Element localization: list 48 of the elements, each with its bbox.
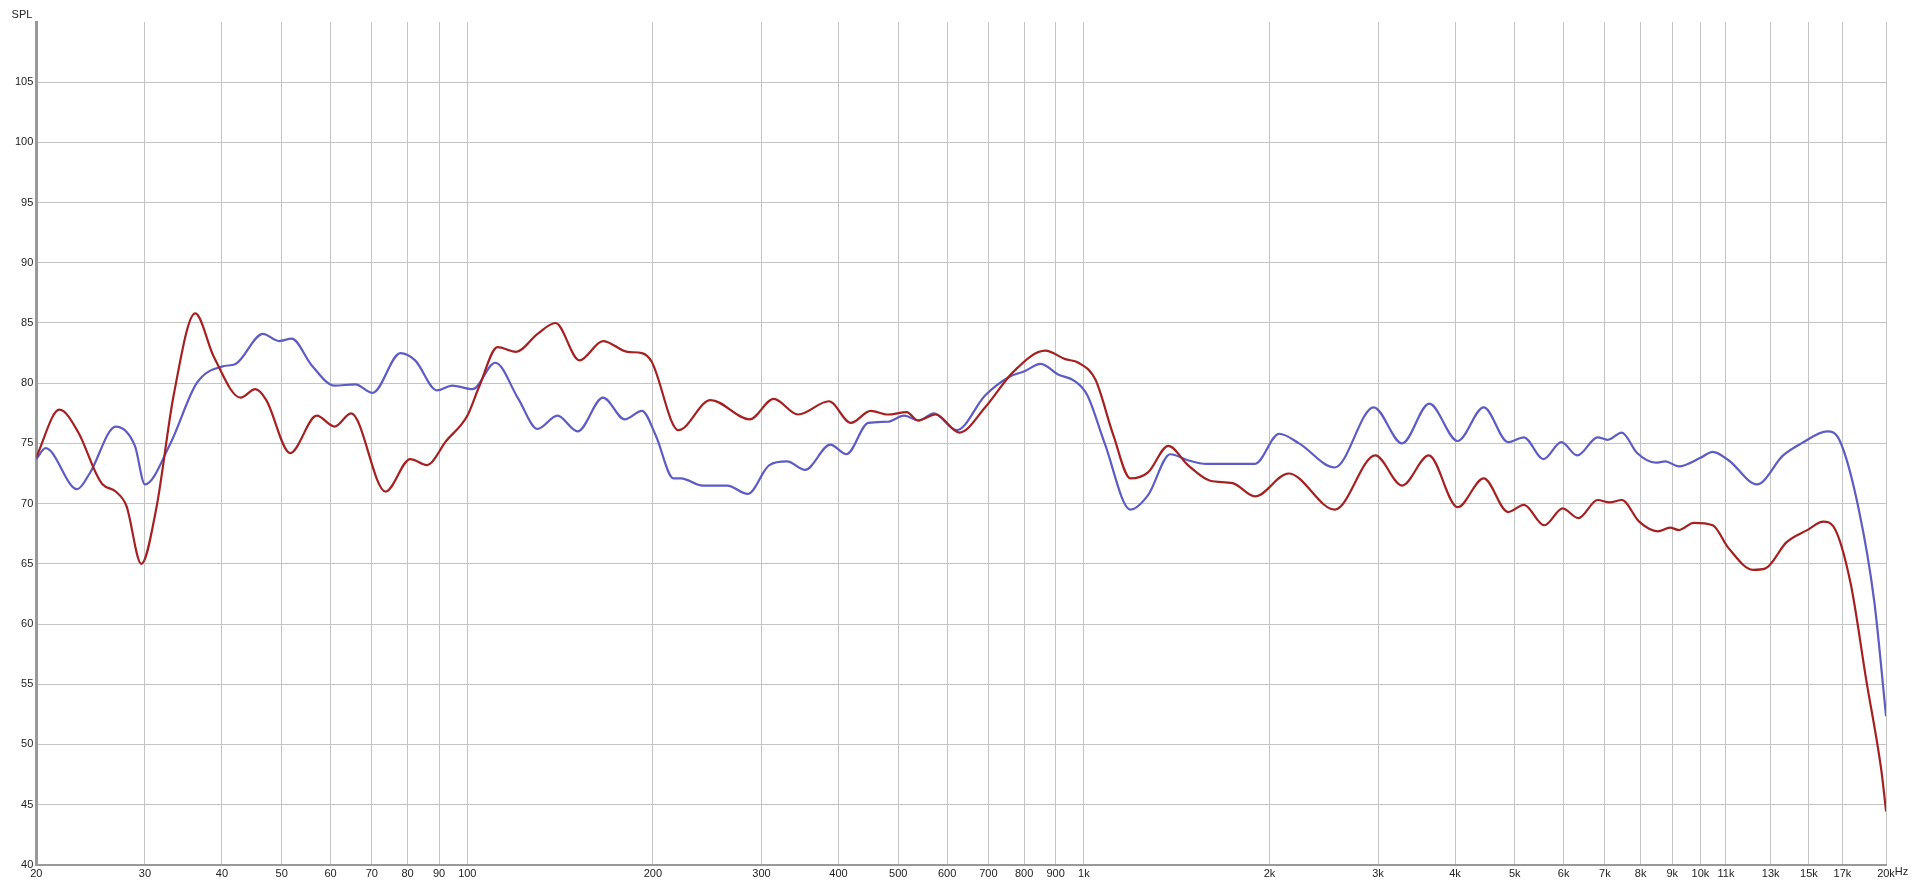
x-tick-label: 1k <box>1078 867 1091 880</box>
y-tick-label: 45 <box>21 797 34 810</box>
x-tick-label: 700 <box>979 867 998 880</box>
x-tick-label: 7k <box>1599 867 1612 880</box>
x-tick-label: 5k <box>1508 867 1522 880</box>
x-tick-label: 20 <box>30 867 43 880</box>
y-tick-label: 100 <box>14 135 34 148</box>
x-tick-label: 3k <box>1372 867 1385 880</box>
x-tick-label: 17k <box>1833 867 1852 880</box>
x-tick-label: 10k <box>1691 867 1710 880</box>
x-tick-label: 50 <box>275 867 288 880</box>
y-axis-title: SPL <box>11 7 33 20</box>
x-tick-label: 20k <box>1877 867 1896 880</box>
x-tick-label: 200 <box>643 867 663 880</box>
x-tick-label: 90 <box>432 867 446 880</box>
x-tick-label: 600 <box>937 867 957 880</box>
x-tick-label: 6k <box>1557 867 1570 880</box>
y-tick-label: 60 <box>21 617 34 630</box>
y-tick-label: 70 <box>21 496 34 509</box>
x-tick-label: 8k <box>1634 867 1647 880</box>
y-tick-label: 75 <box>21 436 34 449</box>
x-tick-label: 300 <box>752 867 771 880</box>
x-tick-label: 70 <box>365 867 378 880</box>
x-tick-label: 800 <box>1014 867 1034 880</box>
x-tick-label: 15k <box>1800 867 1819 880</box>
y-tick-label: 105 <box>14 75 34 88</box>
y-tick-label: 55 <box>21 677 34 690</box>
x-tick-label: 100 <box>458 867 477 880</box>
y-tick-label: 80 <box>21 376 34 389</box>
x-tick-label: 900 <box>1046 867 1065 880</box>
x-tick-label: 9k <box>1666 867 1679 880</box>
y-tick-label: 95 <box>21 195 34 208</box>
x-tick-label: 2k <box>1263 867 1276 880</box>
x-tick-label: 80 <box>401 867 414 880</box>
x-tick-label: 13k <box>1761 867 1781 880</box>
x-tick-label: 11k <box>1717 867 1735 880</box>
x-axis-title: Hz <box>1894 864 1909 877</box>
y-tick-label: 65 <box>21 556 34 569</box>
x-tick-label: 4k <box>1449 867 1462 880</box>
y-tick-label: 90 <box>21 255 34 268</box>
x-tick-label: 40 <box>215 867 229 880</box>
x-tick-label: 30 <box>138 867 152 880</box>
y-tick-label: 50 <box>21 737 34 750</box>
y-tick-label: 85 <box>21 316 34 329</box>
y-tick-label: 40 <box>21 857 34 870</box>
x-tick-label: 60 <box>324 867 337 880</box>
x-tick-label: 500 <box>889 867 908 880</box>
x-tick-label: 400 <box>829 867 848 880</box>
